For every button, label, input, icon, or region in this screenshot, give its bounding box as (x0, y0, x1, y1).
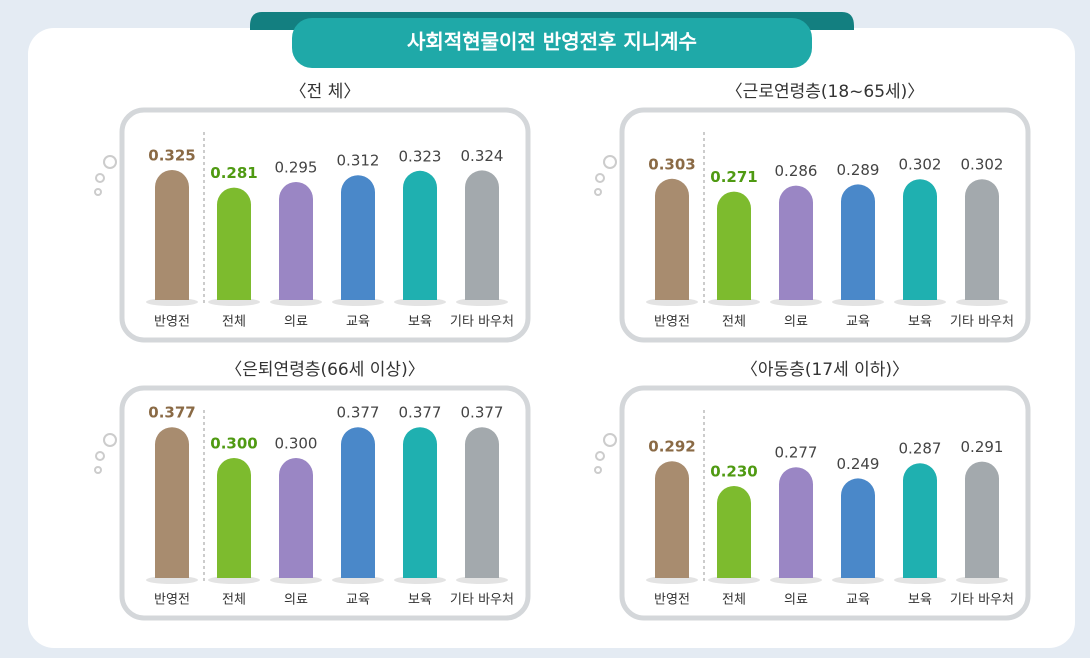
bar (465, 427, 499, 578)
bar (155, 170, 189, 300)
value-label: 0.377 (461, 404, 504, 422)
bar (779, 185, 813, 300)
bar (217, 187, 251, 300)
thought-bubble (95, 451, 105, 461)
bar (403, 170, 437, 300)
thought-bubble (594, 188, 602, 196)
thought-bubble (94, 466, 102, 474)
value-label: 0.323 (399, 147, 442, 165)
x-tick-label: 전체 (222, 593, 246, 608)
value-label: 0.281 (210, 164, 257, 182)
value-label: 0.325 (148, 147, 195, 165)
thought-bubble (94, 188, 102, 196)
chart-subtitle: 〈근로연령층(18~65세)〉 (726, 82, 925, 102)
value-label: 0.287 (899, 440, 942, 458)
bar (841, 184, 875, 300)
chart-subtitle: 〈전 체〉 (290, 82, 361, 102)
x-tick-label: 의료 (284, 593, 308, 608)
thought-bubble (603, 155, 617, 169)
value-label: 0.289 (837, 161, 880, 179)
x-tick-label: 반영전 (654, 593, 690, 608)
x-tick-label: 반영전 (154, 593, 190, 608)
bar (217, 458, 251, 578)
bar (341, 175, 375, 300)
value-label: 0.300 (210, 435, 257, 453)
bar (779, 467, 813, 578)
value-label: 0.271 (710, 168, 757, 186)
bar (841, 478, 875, 578)
chart-subtitle: 〈은퇴연령층(66세 이상)〉 (225, 360, 424, 380)
x-tick-label: 전체 (722, 593, 746, 608)
bar (155, 427, 189, 578)
value-label: 0.286 (775, 162, 818, 180)
x-tick-label: 반영전 (654, 315, 690, 330)
bar (655, 461, 689, 578)
x-tick-label: 의료 (784, 315, 808, 330)
bar (279, 182, 313, 300)
x-tick-label: 기타 바우처 (450, 593, 514, 608)
bar (717, 191, 751, 300)
thought-bubble (95, 173, 105, 183)
bar (655, 178, 689, 300)
bar (341, 427, 375, 578)
thought-bubble (595, 451, 605, 461)
value-label: 0.377 (399, 404, 442, 422)
thought-bubble (103, 433, 117, 447)
bar (465, 170, 499, 300)
bar (965, 461, 999, 578)
x-tick-label: 보육 (408, 315, 432, 330)
value-label: 0.300 (275, 435, 318, 453)
thought-bubble (103, 155, 117, 169)
x-tick-label: 기타 바우처 (950, 315, 1014, 330)
bar (903, 463, 937, 578)
bar (403, 427, 437, 578)
x-tick-label: 교육 (346, 315, 370, 330)
x-tick-label: 기타 바우처 (450, 315, 514, 330)
value-label: 0.312 (337, 152, 380, 170)
x-tick-label: 전체 (222, 315, 246, 330)
thought-bubble (603, 433, 617, 447)
x-tick-label: 보육 (408, 593, 432, 608)
x-tick-label: 교육 (846, 315, 870, 330)
value-label: 0.291 (961, 438, 1004, 456)
value-label: 0.377 (148, 404, 195, 422)
value-label: 0.302 (899, 156, 942, 174)
value-label: 0.230 (710, 463, 757, 481)
x-tick-label: 교육 (346, 593, 370, 608)
value-label: 0.292 (648, 438, 695, 456)
x-tick-label: 보육 (908, 593, 932, 608)
bar (965, 179, 999, 300)
value-label: 0.277 (775, 444, 818, 462)
bar (717, 486, 751, 578)
thought-bubble (595, 173, 605, 183)
value-label: 0.302 (961, 156, 1004, 174)
x-tick-label: 의료 (784, 593, 808, 608)
thought-bubble (594, 466, 602, 474)
banner (292, 18, 812, 68)
x-tick-label: 교육 (846, 593, 870, 608)
x-tick-label: 반영전 (154, 315, 190, 330)
value-label: 0.249 (837, 455, 880, 473)
value-label: 0.324 (461, 147, 504, 165)
chart-subtitle: 〈아동층(17세 이하)〉 (741, 360, 909, 380)
main-title: 사회적현물이전 반영전후 지니계수 (407, 30, 697, 54)
value-label: 0.295 (275, 159, 318, 177)
bar (279, 458, 313, 578)
x-tick-label: 전체 (722, 315, 746, 330)
x-tick-label: 보육 (908, 315, 932, 330)
x-tick-label: 기타 바우처 (950, 593, 1014, 608)
value-label: 0.377 (337, 404, 380, 422)
x-tick-label: 의료 (284, 315, 308, 330)
bar (903, 179, 937, 300)
value-label: 0.303 (648, 155, 695, 173)
